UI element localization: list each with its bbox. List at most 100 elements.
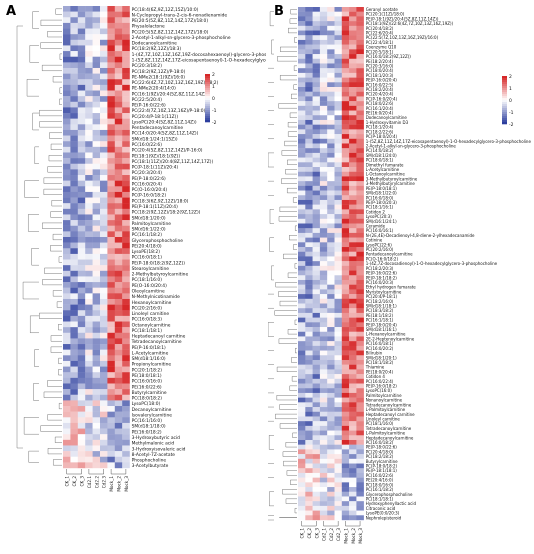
heatmap-cell <box>114 344 123 350</box>
heatmap-cell <box>70 146 78 153</box>
heatmap-cell <box>100 45 108 52</box>
heatmap-cell <box>77 141 86 148</box>
heatmap-cell <box>107 214 115 221</box>
heatmap-cell <box>327 279 335 285</box>
heatmap-cell <box>312 124 321 130</box>
heatmap-cell <box>305 515 313 521</box>
heatmap-cell <box>305 134 313 139</box>
row-label: PC(20:3/18:2) <box>132 63 163 69</box>
heatmap-cell <box>327 63 335 69</box>
row-label: PC(18:2(9Z,12Z)/P-18:0) <box>132 69 186 75</box>
heatmap-cell <box>114 366 123 373</box>
heatmap-cell <box>92 315 101 322</box>
row-label: Dodecanoylcarnitine <box>366 115 408 120</box>
heatmap-cell <box>356 143 364 149</box>
heatmap-cell <box>70 6 78 12</box>
heatmap-cell <box>327 322 335 328</box>
heatmap-cell <box>319 242 328 248</box>
heatmap-cell <box>341 261 350 267</box>
heatmap-cell <box>298 256 306 262</box>
heatmap-cell <box>92 203 101 210</box>
heatmap-cell <box>305 157 313 163</box>
heatmap-cell <box>356 115 364 121</box>
heatmap-cell <box>327 454 335 460</box>
row-label: PC(16:0/22:4) <box>366 379 394 384</box>
heatmap-cell <box>298 359 306 365</box>
heatmap-cell <box>63 101 71 108</box>
heatmap-cell <box>334 477 342 483</box>
heatmap-cell <box>349 152 357 158</box>
heatmap-cell <box>70 208 78 215</box>
row-label: Isovalerylcarnitine <box>132 412 173 418</box>
heatmap-cell <box>319 167 328 172</box>
heatmap-cell <box>77 163 86 170</box>
heatmap-cell <box>356 411 364 417</box>
colorbar-step <box>502 108 507 111</box>
heatmap-cell <box>114 163 123 170</box>
heatmap-cell <box>349 510 357 516</box>
heatmap-cell <box>107 39 115 46</box>
heatmap-cell <box>63 445 71 452</box>
heatmap-cell <box>107 141 115 148</box>
heatmap-cell <box>298 407 306 412</box>
heatmap-cell <box>77 327 86 333</box>
row-label: PC(18:2/16:0) <box>366 299 394 304</box>
heatmap-cell <box>107 321 115 328</box>
row-label: Phosphocholine <box>132 458 167 464</box>
row-label: PC(18:0/18:2) <box>132 396 163 402</box>
heatmap-cell <box>92 180 101 187</box>
colorbar-step <box>502 96 507 99</box>
heatmap-cell <box>305 58 313 64</box>
heatmap-cell <box>107 417 115 424</box>
heatmap-cell <box>334 162 342 168</box>
heatmap-cell <box>77 310 86 317</box>
row-label: PC(18:2(9Z,12Z)/18:3) <box>132 46 182 52</box>
heatmap-cell <box>349 195 357 201</box>
heatmap-cell <box>312 82 321 88</box>
heatmap-cell <box>327 369 335 375</box>
heatmap-cell <box>341 397 350 403</box>
row-label: Cotidon 2 <box>366 209 386 214</box>
heatmap-cell <box>122 129 130 136</box>
row-label: PC(18:1/16:1) <box>366 205 394 210</box>
heatmap-cell <box>298 7 306 12</box>
heatmap-cell <box>85 135 93 142</box>
heatmap-cell <box>85 101 93 108</box>
heatmap-cell <box>312 383 321 389</box>
heatmap-cell <box>305 472 313 478</box>
heatmap-cell <box>312 496 321 502</box>
heatmap-cell <box>85 158 93 164</box>
row-label: Heptadecanoyl carnitine <box>132 334 186 340</box>
heatmap-cell <box>122 422 130 429</box>
heatmap-cell <box>341 49 350 55</box>
heatmap-cell <box>70 304 78 311</box>
row-label: PE(20:4/16:0) <box>366 478 394 483</box>
heatmap-cell <box>356 477 364 483</box>
heatmap-cell <box>77 28 86 35</box>
heatmap-cell <box>349 298 357 304</box>
row-label: SM(d18:1/24:1(15Z)) <box>132 136 178 142</box>
row-label: Heptadecanoylcarnitine <box>366 435 414 440</box>
heatmap-cell <box>356 510 364 516</box>
heatmap-cell <box>334 148 342 154</box>
heatmap-cell <box>349 303 357 309</box>
heatmap-cell <box>114 214 123 221</box>
heatmap-cell <box>349 199 357 205</box>
heatmap-cell <box>77 118 86 125</box>
heatmap-cell <box>356 487 364 492</box>
heatmap-cell <box>107 293 115 300</box>
heatmap-cell <box>327 359 335 365</box>
heatmap-cell <box>63 220 71 226</box>
heatmap-cell <box>334 458 342 464</box>
heatmap-cell <box>356 82 364 88</box>
heatmap-cell <box>305 477 313 483</box>
heatmap-cell <box>63 113 71 119</box>
heatmap-cell <box>122 394 130 401</box>
heatmap-cell <box>298 101 306 107</box>
heatmap-cell <box>92 304 101 311</box>
heatmap-cell <box>107 327 115 333</box>
heatmap-cell <box>85 237 93 243</box>
heatmap-cell <box>92 17 101 24</box>
heatmap-cell <box>85 422 93 429</box>
heatmap-cell <box>319 468 328 474</box>
